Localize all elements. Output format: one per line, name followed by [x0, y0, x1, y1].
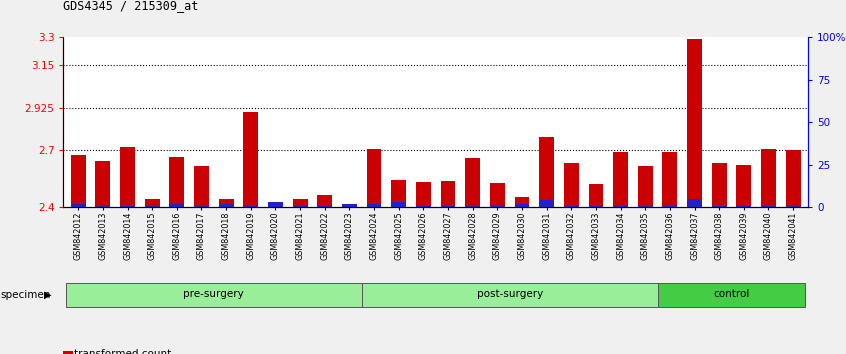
Bar [441, 181, 455, 207]
Bar [244, 112, 258, 207]
Bar [96, 161, 110, 207]
Bar [120, 206, 135, 207]
Bar [465, 158, 480, 207]
FancyBboxPatch shape [362, 283, 657, 307]
FancyBboxPatch shape [66, 283, 362, 307]
Bar [145, 199, 160, 207]
Bar [786, 150, 800, 207]
Bar [268, 202, 283, 207]
Bar [589, 206, 603, 207]
Text: GDS4345 / 215309_at: GDS4345 / 215309_at [63, 0, 199, 12]
Bar [169, 157, 184, 207]
Bar [514, 204, 530, 207]
Text: post-surgery: post-surgery [476, 289, 543, 299]
Bar [662, 152, 678, 207]
Bar [219, 199, 233, 207]
Bar [392, 180, 406, 207]
Bar [293, 206, 307, 207]
Bar [120, 147, 135, 207]
Text: transformed count: transformed count [74, 349, 172, 354]
Bar [71, 204, 85, 207]
Text: ▶: ▶ [44, 290, 52, 300]
Bar [638, 166, 652, 207]
Bar [564, 163, 579, 207]
Bar [539, 200, 554, 207]
Bar [736, 165, 751, 207]
Bar [736, 206, 751, 207]
Bar [317, 195, 332, 207]
Bar [687, 39, 702, 207]
Bar [490, 206, 505, 207]
Bar [490, 183, 505, 207]
Bar [441, 206, 455, 207]
Bar [392, 202, 406, 207]
Bar [194, 206, 209, 207]
FancyBboxPatch shape [657, 283, 805, 307]
Bar [244, 206, 258, 207]
Bar [786, 206, 800, 207]
Text: specimen: specimen [1, 290, 52, 300]
Bar [268, 205, 283, 207]
Bar [761, 149, 776, 207]
Bar [366, 204, 382, 207]
Text: pre-surgery: pre-surgery [184, 289, 244, 299]
Bar [539, 137, 554, 207]
Bar [366, 149, 382, 207]
Bar [416, 206, 431, 207]
Bar [194, 166, 209, 207]
Bar [761, 206, 776, 207]
Bar [711, 206, 727, 207]
Bar [589, 184, 603, 207]
Bar [662, 206, 678, 207]
Bar [638, 206, 652, 207]
Bar [416, 182, 431, 207]
Bar [145, 206, 160, 207]
Bar [342, 204, 357, 207]
Bar [514, 197, 530, 207]
Bar [317, 206, 332, 207]
Text: control: control [713, 289, 750, 299]
Bar [293, 199, 307, 207]
Bar [342, 204, 357, 207]
Bar [219, 204, 233, 207]
Bar [711, 163, 727, 207]
Bar [96, 206, 110, 207]
Bar [613, 206, 628, 207]
Bar [465, 206, 480, 207]
Bar [169, 204, 184, 207]
Bar [687, 199, 702, 207]
Bar [564, 206, 579, 207]
Bar [71, 155, 85, 207]
Bar [613, 152, 628, 207]
